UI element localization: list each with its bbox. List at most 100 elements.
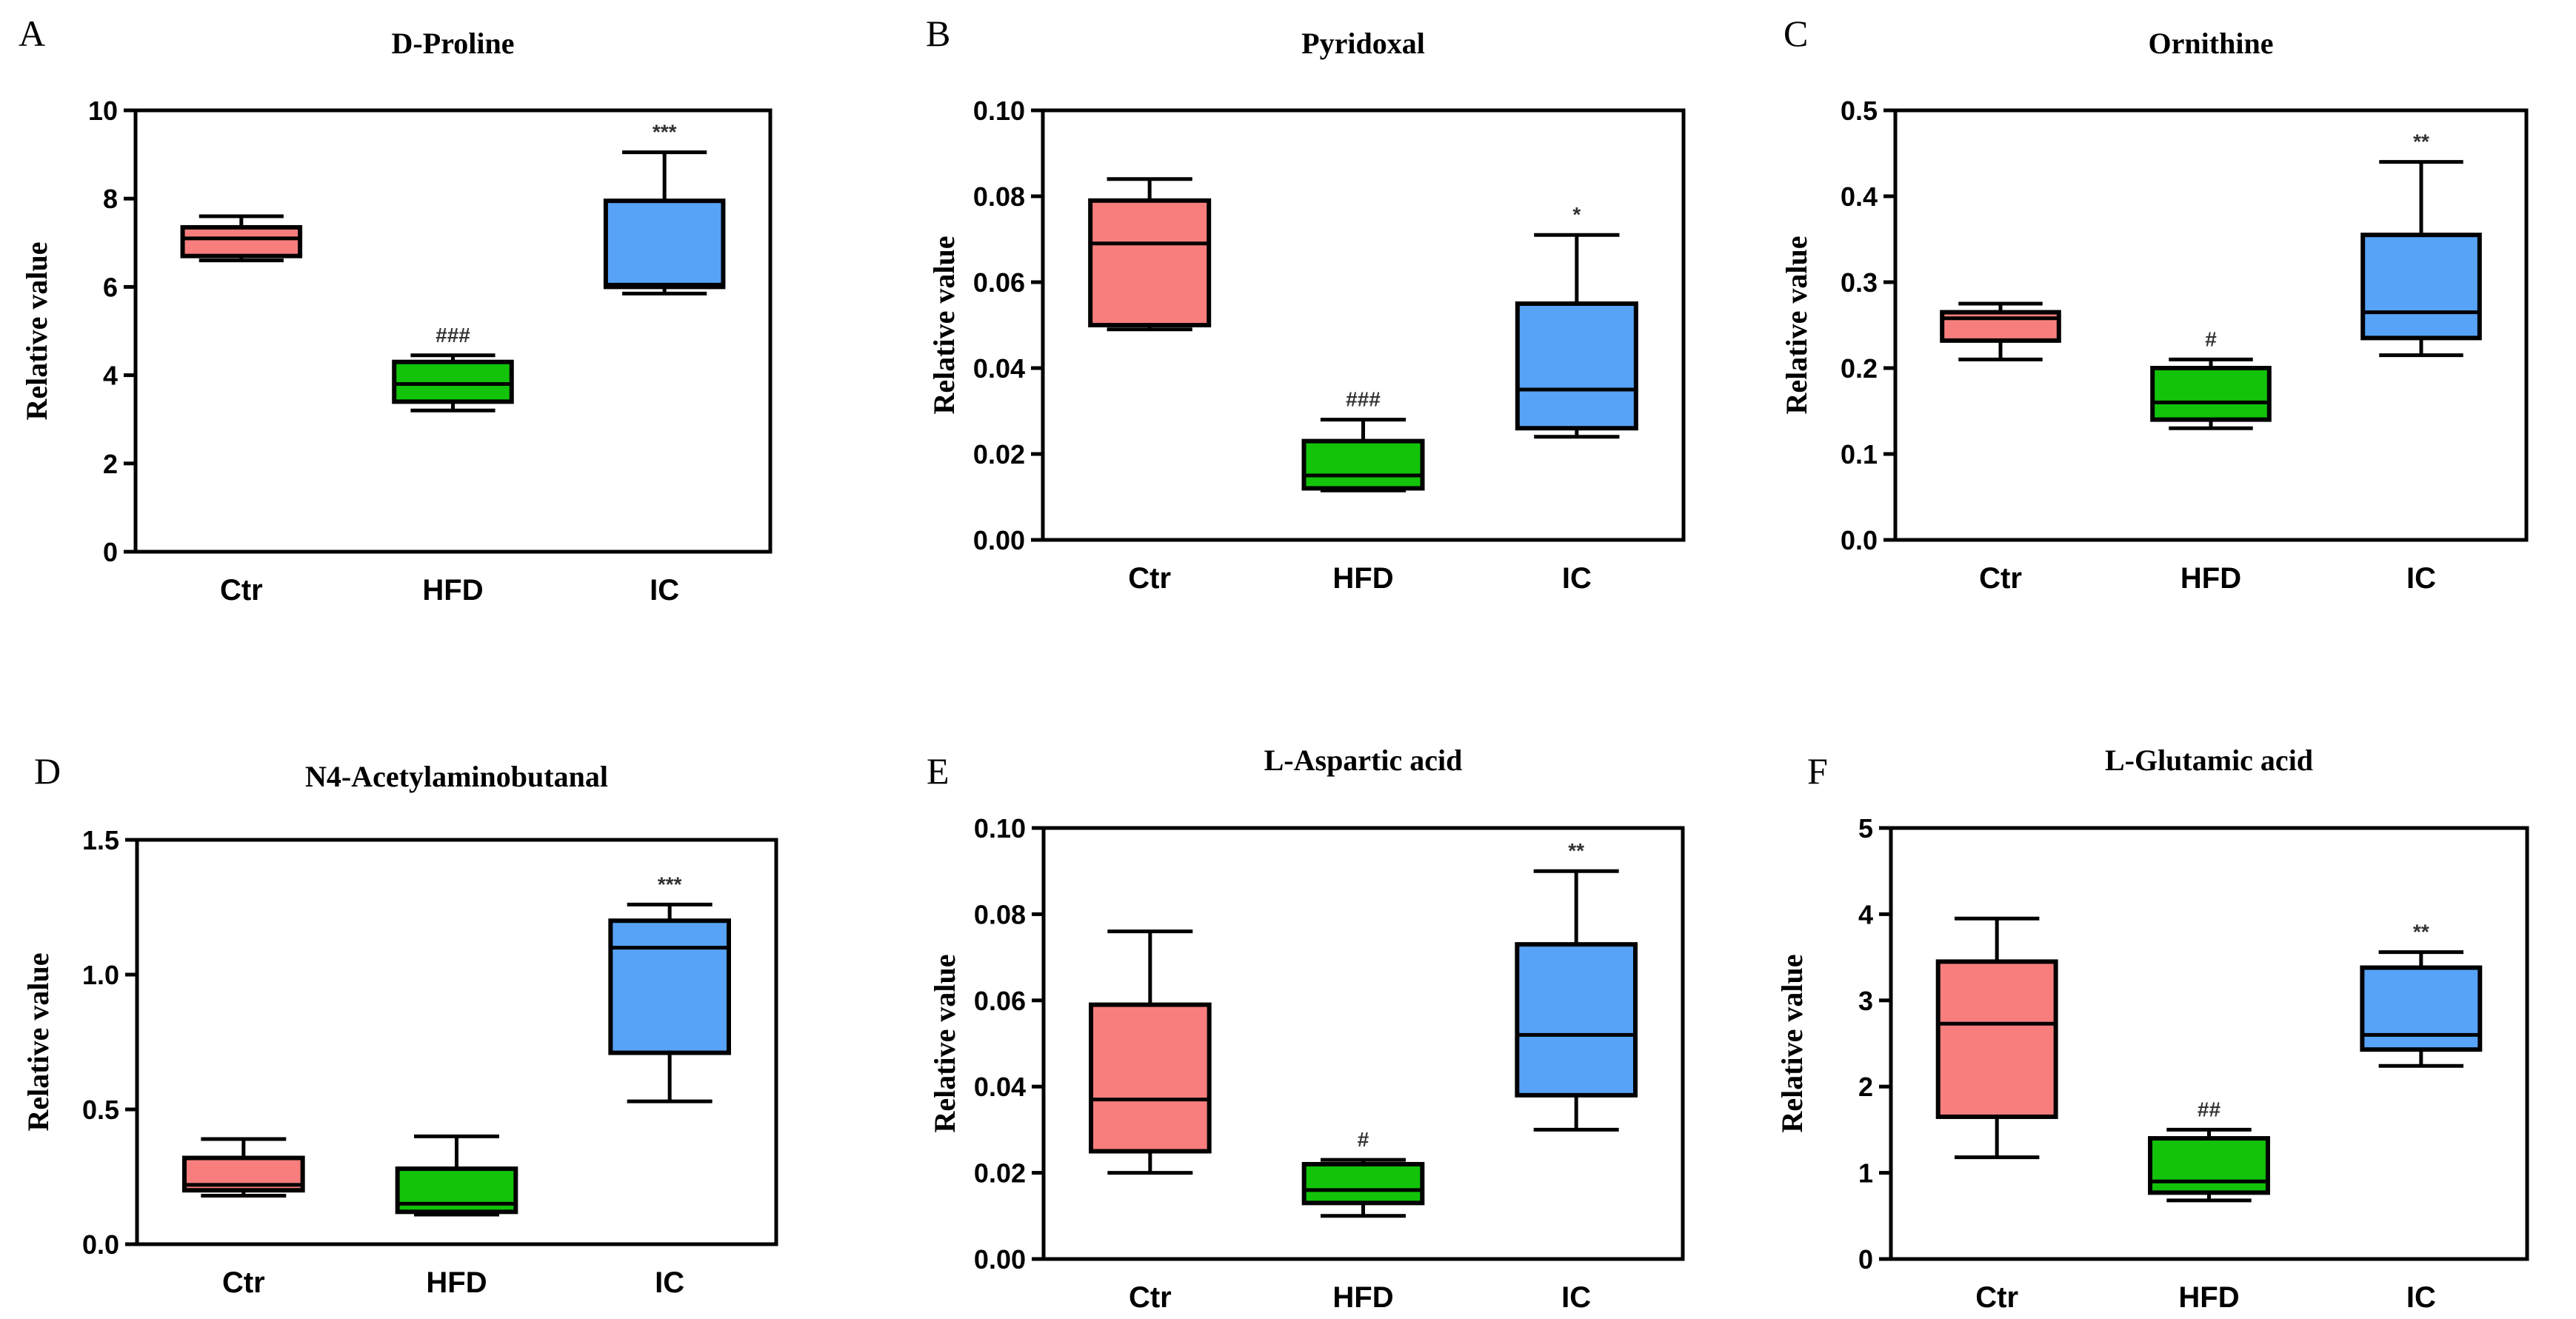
y-tick-label: 0.1 (1841, 439, 1878, 470)
panel-b: B Pyridoxal Relative value 0.00 0.02 0.04 0.06… (926, 13, 1686, 595)
y-tick-label: 1 (1858, 1158, 1873, 1189)
box-hfd (395, 1134, 518, 1217)
box-ctr (1940, 301, 2061, 361)
iqr-box (1088, 198, 1212, 327)
significance-label: # (2205, 327, 2217, 350)
box-hfd: ### (392, 324, 514, 413)
plot-frame (133, 108, 773, 554)
iqr-box (1089, 1002, 1212, 1154)
y-tick-label: 1.5 (82, 825, 119, 855)
iqr-box (392, 359, 514, 404)
x-tick-label: IC (650, 574, 679, 607)
x-tick-label: HFD (426, 1266, 487, 1299)
y-tick-label: 0.02 (973, 439, 1025, 470)
y-tick-label: 4 (1858, 899, 1873, 929)
y-tick-label: 0.04 (973, 353, 1025, 384)
x-tick-label: Ctr (220, 574, 263, 607)
y-tick-label: 0.06 (974, 986, 1026, 1016)
x-tick-label: IC (1562, 562, 1592, 595)
significance-label: ### (436, 324, 470, 347)
panel-letter: B (926, 13, 950, 54)
box-ic: *** (608, 872, 731, 1103)
iqr-box (1515, 301, 1638, 431)
y-tick-label: 1.0 (82, 960, 119, 990)
panel-a: A D-Proline Relative value 0 2 4 6 8 10 Ctr ### HFD… (19, 13, 773, 607)
box-ic: * (1515, 203, 1638, 439)
x-tick-label: Ctr (1975, 1281, 2018, 1314)
y-axis-label: Relative value (927, 236, 961, 414)
significance-label: ** (2413, 921, 2429, 944)
y-tick-label: 0.0 (82, 1229, 119, 1260)
box-ic: ** (1515, 839, 1638, 1132)
y-tick-label: 0.4 (1841, 181, 1878, 212)
y-tick-label: 0.00 (974, 1244, 1026, 1275)
x-tick-label: HFD (2180, 562, 2241, 595)
box-ctr (180, 214, 303, 263)
plot-frame (1893, 108, 2529, 542)
box-ctr (1088, 177, 1212, 332)
y-tick-label: 0.06 (973, 267, 1025, 298)
y-tick-label: 4 (103, 361, 118, 391)
significance-label: ## (2198, 1098, 2221, 1121)
y-tick-label: 0.3 (1841, 267, 1878, 298)
box-ctr (1935, 916, 2058, 1160)
significance-label: ### (1346, 388, 1381, 411)
plot-frame (135, 838, 778, 1246)
iqr-box (1515, 942, 1638, 1098)
x-tick-label: Ctr (1129, 1281, 1172, 1314)
plot-frame (1041, 108, 1686, 542)
chart-title: Pyridoxal (1301, 27, 1425, 60)
box-hfd: # (1301, 1128, 1425, 1218)
panel-letter: C (1783, 13, 1808, 54)
iqr-box (608, 918, 731, 1055)
y-tick-label: 6 (103, 272, 118, 302)
x-tick-label: HFD (2178, 1281, 2239, 1314)
y-tick-label: 0.04 (974, 1072, 1026, 1102)
y-tick-label: 2 (1858, 1072, 1873, 1102)
panel-letter: D (34, 750, 61, 792)
y-axis-label: Relative value (20, 241, 53, 420)
iqr-box (2360, 233, 2482, 341)
significance-label: ** (2413, 130, 2429, 153)
y-tick-label: 0.08 (973, 181, 1025, 212)
chart-title: L-Glutamic acid (2105, 744, 2313, 777)
iqr-box (2148, 1136, 2270, 1195)
box-ic: *** (603, 121, 726, 295)
x-tick-label: Ctr (1979, 562, 2022, 595)
box-ic: ** (2360, 921, 2483, 1068)
panel-letter: A (19, 13, 45, 54)
y-tick-label: 0 (1858, 1244, 1873, 1275)
y-tick-label: 0.5 (82, 1095, 119, 1125)
y-tick-label: 5 (1858, 813, 1873, 844)
x-tick-label: HFD (1332, 562, 1393, 595)
y-tick-label: 0.0 (1841, 525, 1878, 555)
x-tick-label: Ctr (222, 1266, 265, 1299)
chart-title: D-Proline (392, 27, 515, 60)
y-tick-label: 3 (1858, 986, 1873, 1016)
x-tick-label: HFD (422, 574, 483, 607)
significance-label: # (1358, 1128, 1369, 1151)
significance-label: *** (658, 872, 682, 895)
y-tick-label: 0 (103, 537, 118, 567)
x-tick-label: IC (655, 1266, 684, 1299)
x-tick-label: IC (2406, 562, 2436, 595)
iqr-box (603, 198, 726, 290)
plot-frame (1889, 826, 2529, 1261)
x-tick-label: HFD (1332, 1281, 1393, 1314)
significance-label: * (1572, 203, 1581, 226)
y-tick-label: 8 (103, 184, 118, 214)
panel-e: E L-Aspartic acid Relative value 0.00 0.02 0.… (927, 744, 1685, 1314)
y-axis-label: Relative value (1780, 236, 1813, 414)
box-ctr (1089, 929, 1212, 1175)
x-tick-label: Ctr (1128, 562, 1171, 595)
y-tick-label: 2 (103, 449, 118, 479)
box-hfd: # (2150, 327, 2272, 430)
y-tick-label: 0.5 (1841, 96, 1878, 126)
iqr-box (1935, 959, 2058, 1119)
box-hfd: ### (1301, 388, 1425, 492)
plot-frame (1041, 826, 1685, 1261)
chart-title: Ornithine (2149, 27, 2274, 60)
y-tick-label: 0.08 (974, 899, 1026, 929)
y-tick-label: 0.2 (1841, 353, 1878, 384)
